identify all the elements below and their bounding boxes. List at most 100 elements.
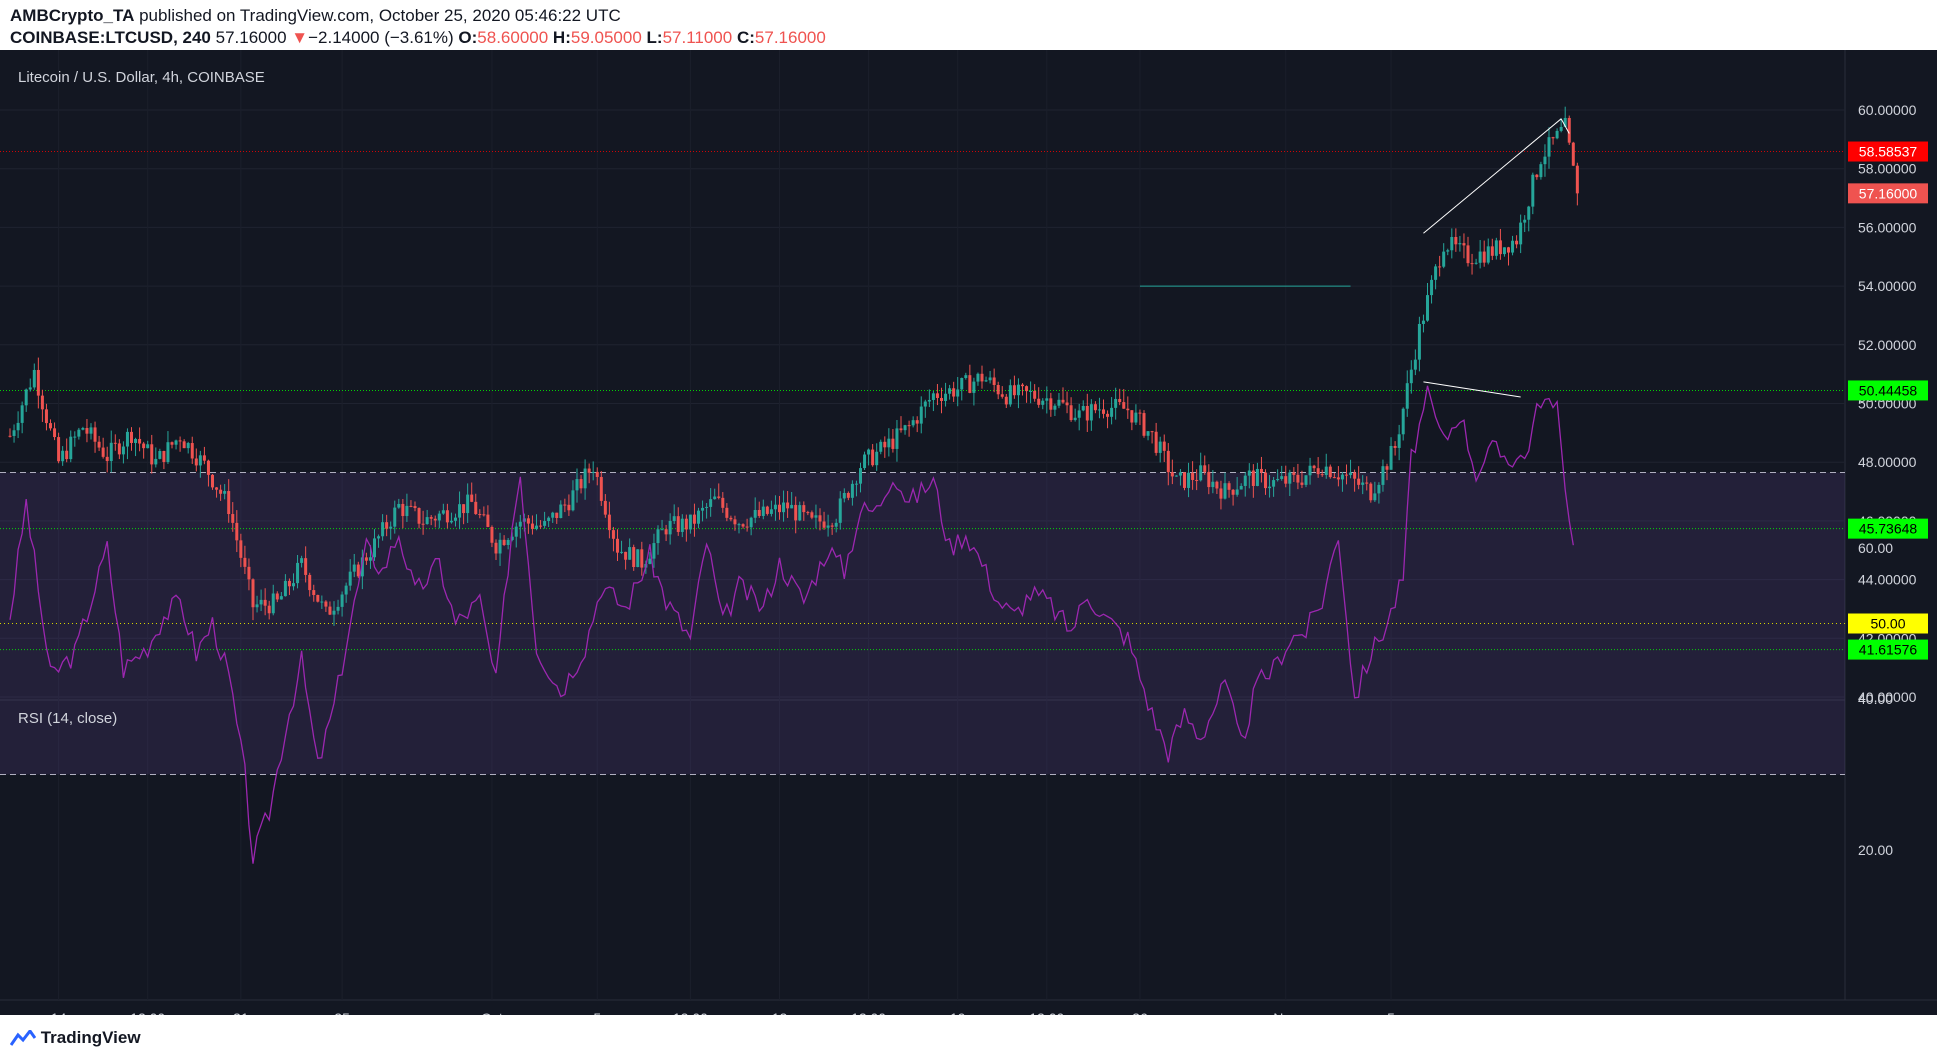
- candle-body: [251, 579, 255, 608]
- candle-body: [611, 530, 615, 539]
- candle-body: [1284, 476, 1288, 484]
- time-tick-label: 19: [950, 1010, 966, 1015]
- rsi-tick-label: 60.00: [1858, 540, 1893, 556]
- time-tick-label: 12: [772, 1010, 788, 1015]
- candle-body: [526, 518, 530, 524]
- candle-body: [28, 387, 32, 390]
- candle-body: [1235, 489, 1239, 495]
- candle-body: [1004, 396, 1008, 405]
- candle-body: [255, 604, 259, 608]
- candle-body: [1134, 412, 1138, 423]
- candle-body: [1089, 404, 1093, 421]
- candle-body: [150, 444, 154, 465]
- time-tick-label: 14: [51, 1010, 67, 1015]
- candle-body: [863, 454, 867, 469]
- candle-body: [292, 583, 295, 587]
- publisher-name[interactable]: AMBCrypto_TA: [10, 6, 135, 25]
- candle-body: [1462, 243, 1466, 246]
- candle-body: [36, 369, 40, 396]
- candle-body: [1158, 441, 1162, 453]
- candle-body: [717, 496, 721, 498]
- price-axis: 40.0000042.0000044.0000046.0000048.00000…: [1858, 102, 1917, 858]
- last-price-tag-bg: [1848, 183, 1928, 204]
- publisher-line: AMBCrypto_TA published on TradingView.co…: [10, 6, 621, 26]
- candle-body: [668, 520, 672, 535]
- candle-body: [113, 442, 117, 444]
- candle-body: [73, 436, 77, 438]
- candle-body: [174, 440, 178, 445]
- candle-body: [1430, 279, 1434, 296]
- price-level-tag-bg: [1848, 639, 1928, 660]
- price-levels: [0, 151, 1845, 651]
- candle-body: [952, 388, 956, 397]
- candle-body: [1385, 466, 1389, 470]
- candle-body: [425, 517, 429, 525]
- time-tick-label: Nov: [1273, 1010, 1298, 1015]
- candle-body: [162, 451, 166, 462]
- candle-body: [1381, 466, 1385, 485]
- candle-body: [1215, 481, 1219, 489]
- candle-body: [1397, 434, 1401, 448]
- candle-body: [871, 449, 875, 466]
- candle-body: [142, 443, 146, 449]
- candle-body: [729, 517, 733, 520]
- candle-body: [688, 514, 692, 530]
- rsi-bands: [0, 472, 1845, 775]
- low-value: 57.11000: [662, 28, 733, 47]
- candle-body: [498, 539, 502, 554]
- candle-body: [911, 420, 915, 426]
- candle-body: [733, 519, 737, 525]
- candle-body: [737, 524, 741, 526]
- candle-body: [1142, 413, 1146, 436]
- candle-body: [158, 451, 162, 459]
- candle-body: [603, 500, 607, 515]
- candle-body: [745, 526, 749, 528]
- rsi-midline-tag-bg: [1848, 613, 1928, 634]
- price-change: −2.14000 (−3.61%): [308, 28, 454, 47]
- candle-body: [769, 509, 773, 514]
- candle-body: [389, 526, 393, 529]
- price-level-tag: 41.61576: [1859, 642, 1918, 658]
- candle-body: [1288, 472, 1292, 484]
- candle-body: [1511, 240, 1515, 253]
- candle-body: [1272, 480, 1276, 487]
- candle-body: [931, 393, 935, 400]
- candle-body: [903, 425, 907, 431]
- candle-body: [1507, 247, 1510, 253]
- candle-body: [32, 369, 36, 388]
- candle-body: [1073, 417, 1077, 421]
- candle-body: [883, 441, 887, 448]
- candle-body: [624, 551, 628, 560]
- candle-body: [1231, 489, 1235, 495]
- candle-body: [1442, 251, 1446, 267]
- candle-body: [992, 377, 996, 385]
- grid-lines: [0, 50, 1937, 1001]
- candle-body: [239, 540, 243, 558]
- candle-body: [1114, 398, 1118, 408]
- candle-body: [393, 507, 397, 527]
- candle-body: [49, 423, 52, 429]
- candle-body: [834, 522, 838, 527]
- candle-body: [1353, 472, 1357, 479]
- candle-body: [798, 505, 802, 521]
- price-level-tag-bg: [1848, 141, 1928, 162]
- price-tick-label: 58.00000: [1858, 161, 1917, 177]
- candle-body: [1405, 383, 1409, 409]
- candle-body: [757, 509, 761, 516]
- candle-body: [1450, 236, 1454, 251]
- chart-canvas[interactable]: 40.0000042.0000044.0000046.0000048.00000…: [0, 50, 1937, 1015]
- candle-body: [794, 504, 798, 521]
- candle-body: [312, 590, 316, 595]
- candle-body: [1478, 251, 1482, 263]
- candle-body: [1575, 165, 1579, 194]
- candle-body: [478, 514, 482, 516]
- price-tick-label: 60.00000: [1858, 102, 1917, 118]
- candle-body: [854, 483, 858, 485]
- candle-body: [1300, 482, 1304, 485]
- candle-body: [1203, 465, 1207, 472]
- candle-body: [1559, 126, 1563, 131]
- candle-body: [121, 446, 125, 455]
- candle-body: [551, 512, 555, 518]
- candle-body: [304, 558, 308, 575]
- tradingview-logo[interactable]: TradingView: [9, 1028, 141, 1048]
